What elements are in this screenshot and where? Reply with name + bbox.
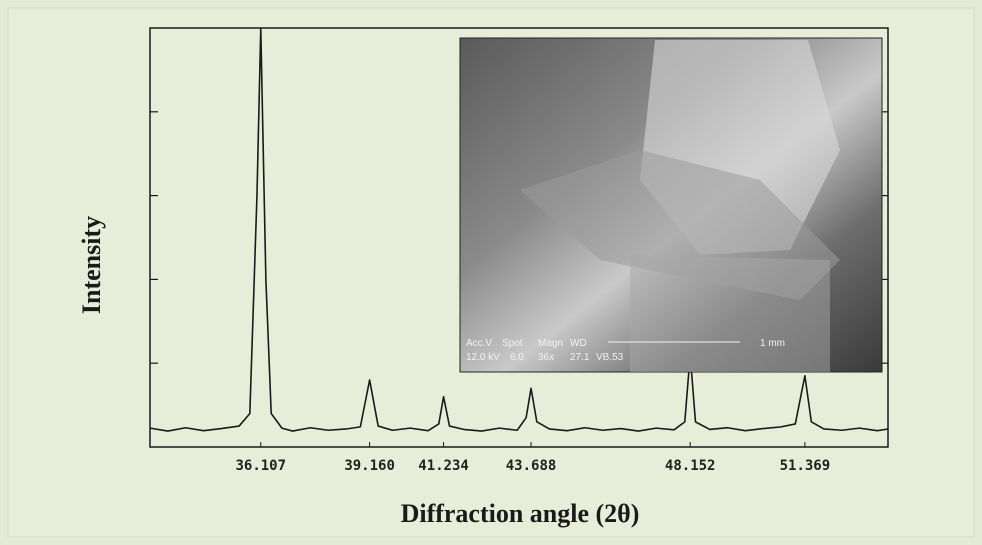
plot-border xyxy=(149,27,889,448)
inset-label: VB.53 xyxy=(596,352,624,363)
x-tick-label: 36.107 xyxy=(235,458,286,474)
inset-label: 27.1 xyxy=(570,352,590,363)
x-axis-title: Diffraction angle (2θ) xyxy=(401,499,640,528)
inset-label: Spot xyxy=(502,338,523,349)
inset-label: Magn xyxy=(538,338,563,349)
inset-label: WD xyxy=(570,338,587,349)
sem-inset: Acc.V Spot Magn WD 12.0 kV 6.0 36x 27.1 VB.53 1 m… xyxy=(459,37,883,373)
x-tick-label: 39.160 xyxy=(344,458,395,474)
x-tick-label: 48.152 xyxy=(665,458,716,474)
x-tick-label: 43.688 xyxy=(506,458,557,474)
y-axis-title: Intensity xyxy=(77,216,106,314)
xrd-line xyxy=(149,27,889,432)
inset-label: 12.0 kV xyxy=(466,352,500,363)
x-tick-label: 41.234 xyxy=(418,458,469,474)
inset-label: Acc.V xyxy=(466,338,492,349)
inset-label: 36x xyxy=(538,352,554,363)
inset-label: 1 mm xyxy=(760,338,785,349)
x-tick-label: 51.369 xyxy=(780,458,831,474)
sem-crystal xyxy=(630,255,830,372)
inset-label: 6.0 xyxy=(510,352,524,363)
